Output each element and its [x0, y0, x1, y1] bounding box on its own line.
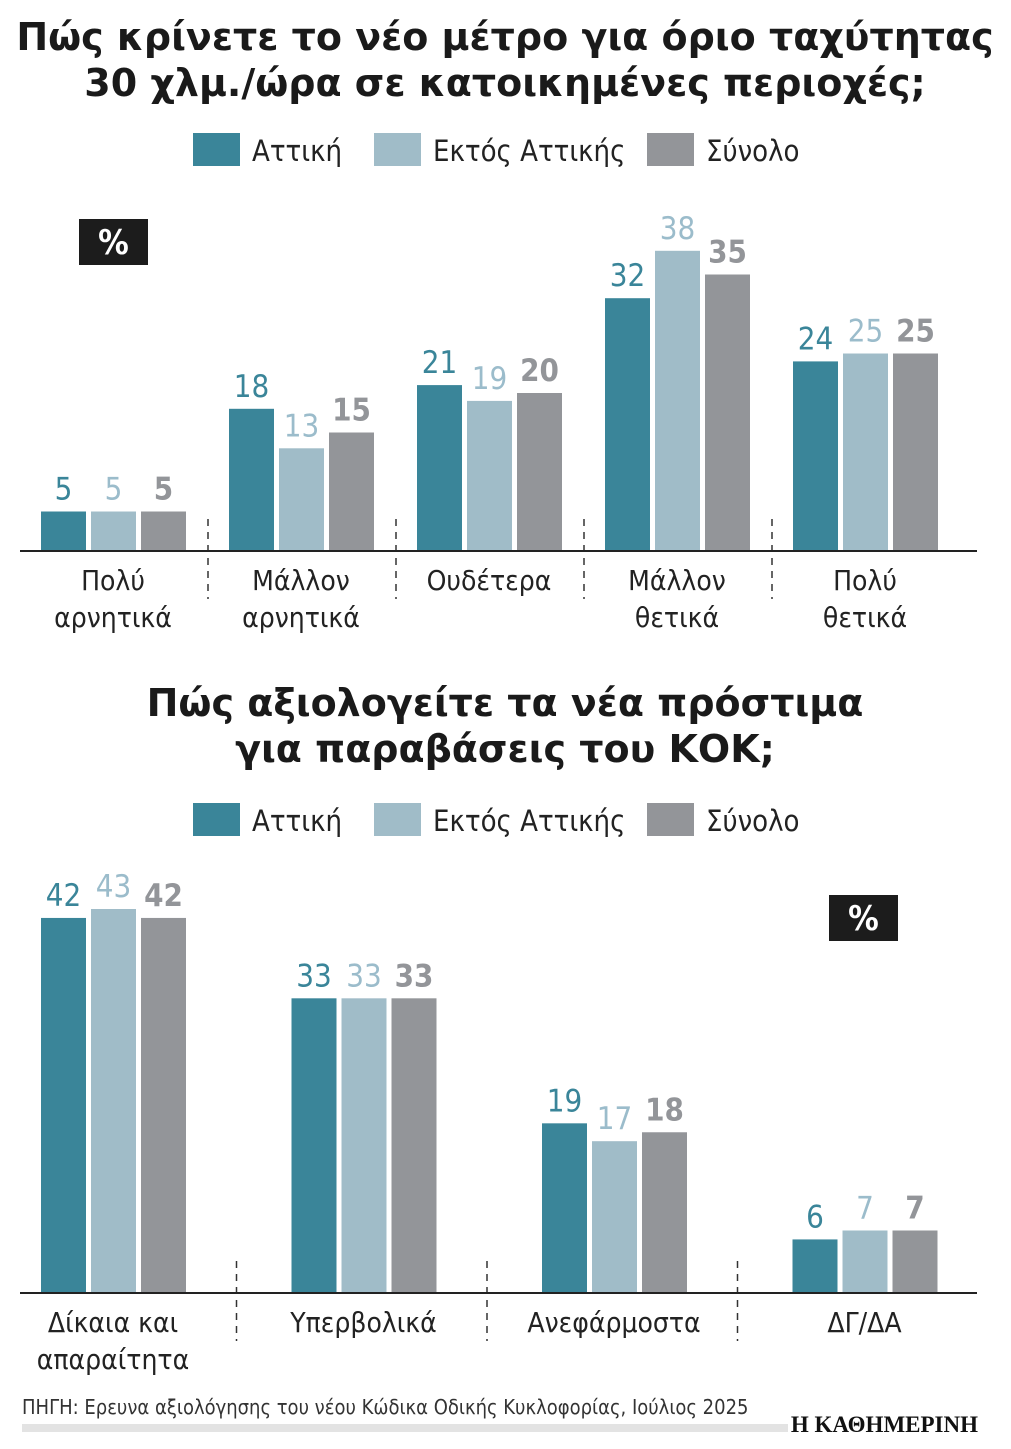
bar	[291, 998, 337, 1293]
chart-title: Πώς αξιολογείτε τα νέα πρόστιμα	[147, 681, 864, 725]
data-label: 33	[346, 958, 381, 994]
publisher-logo: Η ΚΑΘΗΜΕΡΙΝΗ	[791, 1412, 978, 1437]
legend-swatch	[374, 133, 421, 166]
data-label: 24	[798, 321, 833, 357]
source-note: ΠΗΓΗ: Ερευνα αξιολόγησης του νέου Κώδικα…	[22, 1395, 748, 1419]
category-label: Υπερβολικά	[289, 1306, 437, 1339]
legend-swatch	[193, 133, 240, 166]
bar	[341, 998, 387, 1293]
category-label: αρνητικά	[242, 601, 360, 634]
legend-label: Σύνολο	[706, 804, 800, 838]
data-label: 42	[144, 878, 183, 914]
bar	[892, 1230, 938, 1293]
data-label: 7	[905, 1190, 924, 1226]
data-label: 5	[55, 472, 73, 508]
bar	[792, 1239, 838, 1293]
category-label: Μάλλον	[628, 564, 726, 597]
bar	[41, 511, 86, 551]
data-label: 33	[296, 958, 331, 994]
legend-swatch	[647, 133, 694, 166]
data-label: 21	[422, 345, 457, 381]
data-label: 20	[520, 353, 559, 389]
data-label: 18	[234, 369, 269, 405]
data-label: 42	[46, 878, 81, 914]
category-label: απαραίτητα	[37, 1343, 189, 1376]
legend-label: Εκτός Αττικής	[433, 134, 625, 168]
chart-title: Πώς κρίνετε το νέο μέτρο για όριο ταχύτη…	[16, 15, 993, 59]
bar	[517, 393, 562, 551]
data-label: 19	[547, 1083, 582, 1119]
bar	[229, 408, 274, 551]
unit-badge-label: %	[98, 223, 129, 263]
bar	[91, 511, 136, 551]
unit-badge	[79, 219, 148, 265]
bar	[642, 1132, 687, 1293]
bar	[141, 511, 186, 551]
legend-label: Εκτός Αττικής	[433, 804, 625, 838]
category-label: Ανεφάρμοστα	[527, 1306, 700, 1339]
bar	[279, 448, 324, 551]
data-label: 15	[332, 393, 371, 429]
bar	[41, 917, 86, 1293]
data-label: 33	[395, 958, 434, 994]
legend-label: Αττική	[252, 134, 342, 168]
bar	[843, 353, 888, 551]
footer-bar	[22, 1424, 788, 1432]
data-label: 5	[105, 472, 123, 508]
bar	[417, 385, 462, 551]
category-label: θετικά	[823, 601, 907, 634]
bar	[91, 909, 136, 1293]
category-label: Ουδέτερα	[427, 564, 552, 597]
bar	[329, 432, 374, 551]
data-label: 6	[806, 1199, 824, 1235]
data-label: 43	[96, 869, 131, 905]
bar	[793, 361, 838, 551]
unit-badge	[829, 895, 898, 941]
data-label: 38	[660, 211, 695, 247]
bar	[893, 353, 938, 551]
legend-swatch	[193, 803, 240, 836]
data-label: 25	[896, 314, 935, 350]
data-label: 13	[284, 408, 319, 444]
category-label: Πολύ	[81, 564, 145, 597]
bar	[542, 1123, 587, 1293]
category-label: αρνητικά	[54, 601, 172, 634]
category-label: ΔΓ/ΔΑ	[827, 1306, 902, 1339]
data-label: 5	[154, 472, 173, 508]
bar	[141, 917, 186, 1293]
legend-label: Αττική	[252, 804, 342, 838]
data-label: 35	[708, 235, 747, 271]
category-label: Πολύ	[833, 564, 897, 597]
bar	[705, 274, 750, 551]
data-label: 17	[597, 1101, 632, 1137]
bar	[391, 998, 437, 1293]
unit-badge-label: %	[848, 899, 879, 939]
chart-title: για παραβάσεις του ΚΟΚ;	[235, 727, 775, 771]
bar	[655, 250, 700, 552]
legend-swatch	[374, 803, 421, 836]
data-label: 32	[610, 258, 645, 294]
data-label: 18	[645, 1092, 684, 1128]
category-label: Μάλλον	[252, 564, 350, 597]
bar	[842, 1230, 888, 1293]
chart-title: 30 χλμ./ώρα σε κατοικημένες περιοχές;	[84, 61, 925, 105]
data-label: 19	[472, 361, 507, 397]
data-label: 25	[848, 314, 883, 350]
category-label: Δίκαια και	[48, 1306, 178, 1339]
legend-label: Σύνολο	[706, 134, 800, 168]
bar	[467, 400, 512, 551]
bar	[592, 1141, 637, 1293]
legend-swatch	[647, 803, 694, 836]
category-label: θετικά	[635, 601, 719, 634]
bar	[605, 298, 650, 551]
data-label: 7	[856, 1190, 874, 1226]
